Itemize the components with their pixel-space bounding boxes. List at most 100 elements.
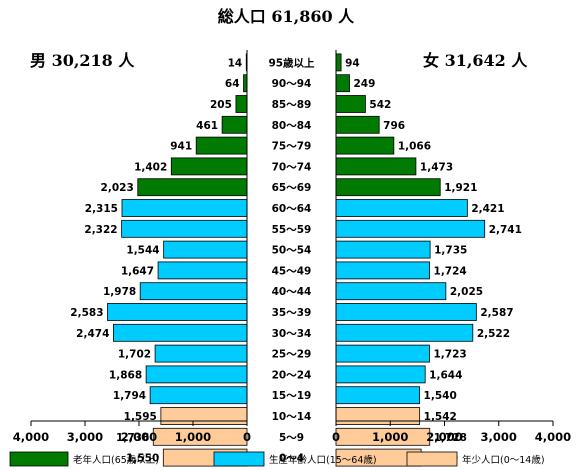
male-value-label: 461 [196, 120, 218, 132]
x-tick-label: 1,000 [372, 430, 408, 444]
male-bar [243, 74, 248, 93]
female-value-label: 796 [383, 120, 405, 132]
x-tick-label: 1,000 [175, 430, 211, 444]
female-bar [335, 219, 486, 238]
female-bar [335, 199, 468, 217]
male-value-label: 2,583 [70, 307, 103, 319]
x-tick-label: 0 [243, 430, 251, 444]
x-tick-label: 4,000 [535, 430, 571, 444]
legend-label-work: 生産年齢人口(15～64歳) [269, 454, 377, 466]
female-bar [335, 157, 417, 176]
age-label: 10～14 [272, 411, 312, 423]
male-value-label: 205 [210, 99, 232, 111]
male-total-label: 男 30,218 人 [30, 51, 135, 70]
female-value-label: 2,522 [477, 328, 510, 340]
age-label: 15～19 [272, 390, 312, 402]
female-value-label: 249 [354, 78, 376, 90]
female-bar [335, 115, 380, 134]
age-label: 5～9 [279, 432, 304, 444]
male-bar [170, 157, 248, 176]
age-label: 40～44 [272, 286, 312, 298]
chart-title: 総人口 61,860 人 [218, 7, 355, 26]
age-label: 55～59 [272, 224, 312, 236]
female-value-label: 1,728 [434, 432, 467, 444]
female-value-label: 1,921 [444, 182, 477, 194]
female-value-label: 1,066 [398, 141, 431, 153]
male-value-label: 14 [228, 57, 243, 69]
female-value-label: 1,540 [424, 390, 457, 402]
age-label: 60～64 [272, 203, 312, 215]
female-bar [335, 344, 430, 363]
male-bar [221, 115, 248, 134]
female-value-label: 542 [369, 99, 391, 111]
male-value-label: 1,595 [124, 411, 157, 423]
age-label: 25～29 [272, 349, 312, 361]
female-bar [335, 178, 441, 197]
x-tick-label: 3,000 [481, 430, 517, 444]
legend-label-young: 年少人口(0～14歳) [462, 454, 545, 466]
x-tick-label: 2,000 [426, 430, 462, 444]
male-bar [157, 261, 248, 280]
male-bar [235, 95, 248, 113]
age-label: 50～54 [272, 245, 312, 257]
female-bar [335, 95, 366, 113]
male-bar [139, 282, 248, 301]
female-value-label: 1,542 [424, 411, 457, 423]
female-bar [335, 407, 421, 425]
age-label: 45～49 [272, 265, 312, 277]
male-value-label: 1,868 [109, 369, 142, 381]
male-value-label: 1,978 [103, 286, 136, 298]
age-label: 35～39 [272, 307, 312, 319]
x-tick-label: 0 [332, 430, 340, 444]
female-value-label: 2,025 [450, 286, 483, 298]
female-bar [335, 53, 342, 72]
age-label: 65～69 [272, 182, 312, 194]
female-value-label: 1,735 [434, 245, 467, 257]
female-value-label: 94 [345, 57, 360, 69]
female-bar [335, 282, 447, 301]
female-bar [335, 261, 430, 280]
x-tick-label: 4,000 [13, 430, 49, 444]
age-label: 70～74 [272, 161, 312, 173]
male-bar [163, 240, 248, 259]
male-value-label: 941 [170, 141, 192, 153]
age-label: 85～89 [272, 99, 312, 111]
legend-swatch-old [9, 451, 69, 467]
male-value-label: 1,544 [126, 245, 159, 257]
female-bar [335, 74, 350, 93]
male-bar [107, 303, 248, 321]
female-total-label: 女 31,642 人 [423, 51, 528, 70]
value-labels: 14 94 64 249 205 542 461 796 941 1,066 1,402 1,473 2… [70, 57, 522, 464]
female-bar [335, 427, 431, 446]
x-tick-label: 2,000 [121, 430, 157, 444]
age-labels: 95歳以上 90～94 85～89 80～84 75～79 70～74 65～69 60～64… [268, 56, 315, 464]
age-label: 30～34 [272, 328, 312, 340]
x-tick-label: 3,000 [67, 430, 103, 444]
male-value-label: 1,550 [126, 453, 159, 465]
female-value-label: 2,587 [480, 307, 513, 319]
male-bars [107, 53, 248, 467]
male-value-label: 64 [225, 78, 240, 90]
female-value-label: 1,724 [434, 265, 467, 277]
legend: 老年人口(65歳以上) 生産年齢人口(15～64歳) 年少人口(0～14歳) [9, 451, 545, 467]
male-value-label: 2,315 [85, 203, 118, 215]
female-bar [335, 303, 477, 321]
male-bar [195, 136, 248, 155]
male-bar [149, 386, 248, 405]
male-bar [154, 344, 248, 363]
legend-label-old: 老年人口(65歳以上) [73, 454, 159, 466]
age-label: 95歳以上 [268, 56, 315, 69]
male-bar [113, 323, 248, 342]
female-bar [335, 386, 420, 405]
female-bar [335, 136, 395, 155]
female-value-label: 1,723 [433, 349, 466, 361]
male-bar [160, 407, 248, 425]
male-value-label: 1,402 [134, 161, 167, 173]
male-value-label: 1,794 [113, 390, 146, 402]
male-value-label: 1,702 [118, 349, 151, 361]
legend-swatch-work [213, 451, 265, 467]
male-value-label: 2,474 [76, 328, 109, 340]
age-label: 20～24 [272, 369, 312, 381]
female-bar [335, 323, 474, 342]
